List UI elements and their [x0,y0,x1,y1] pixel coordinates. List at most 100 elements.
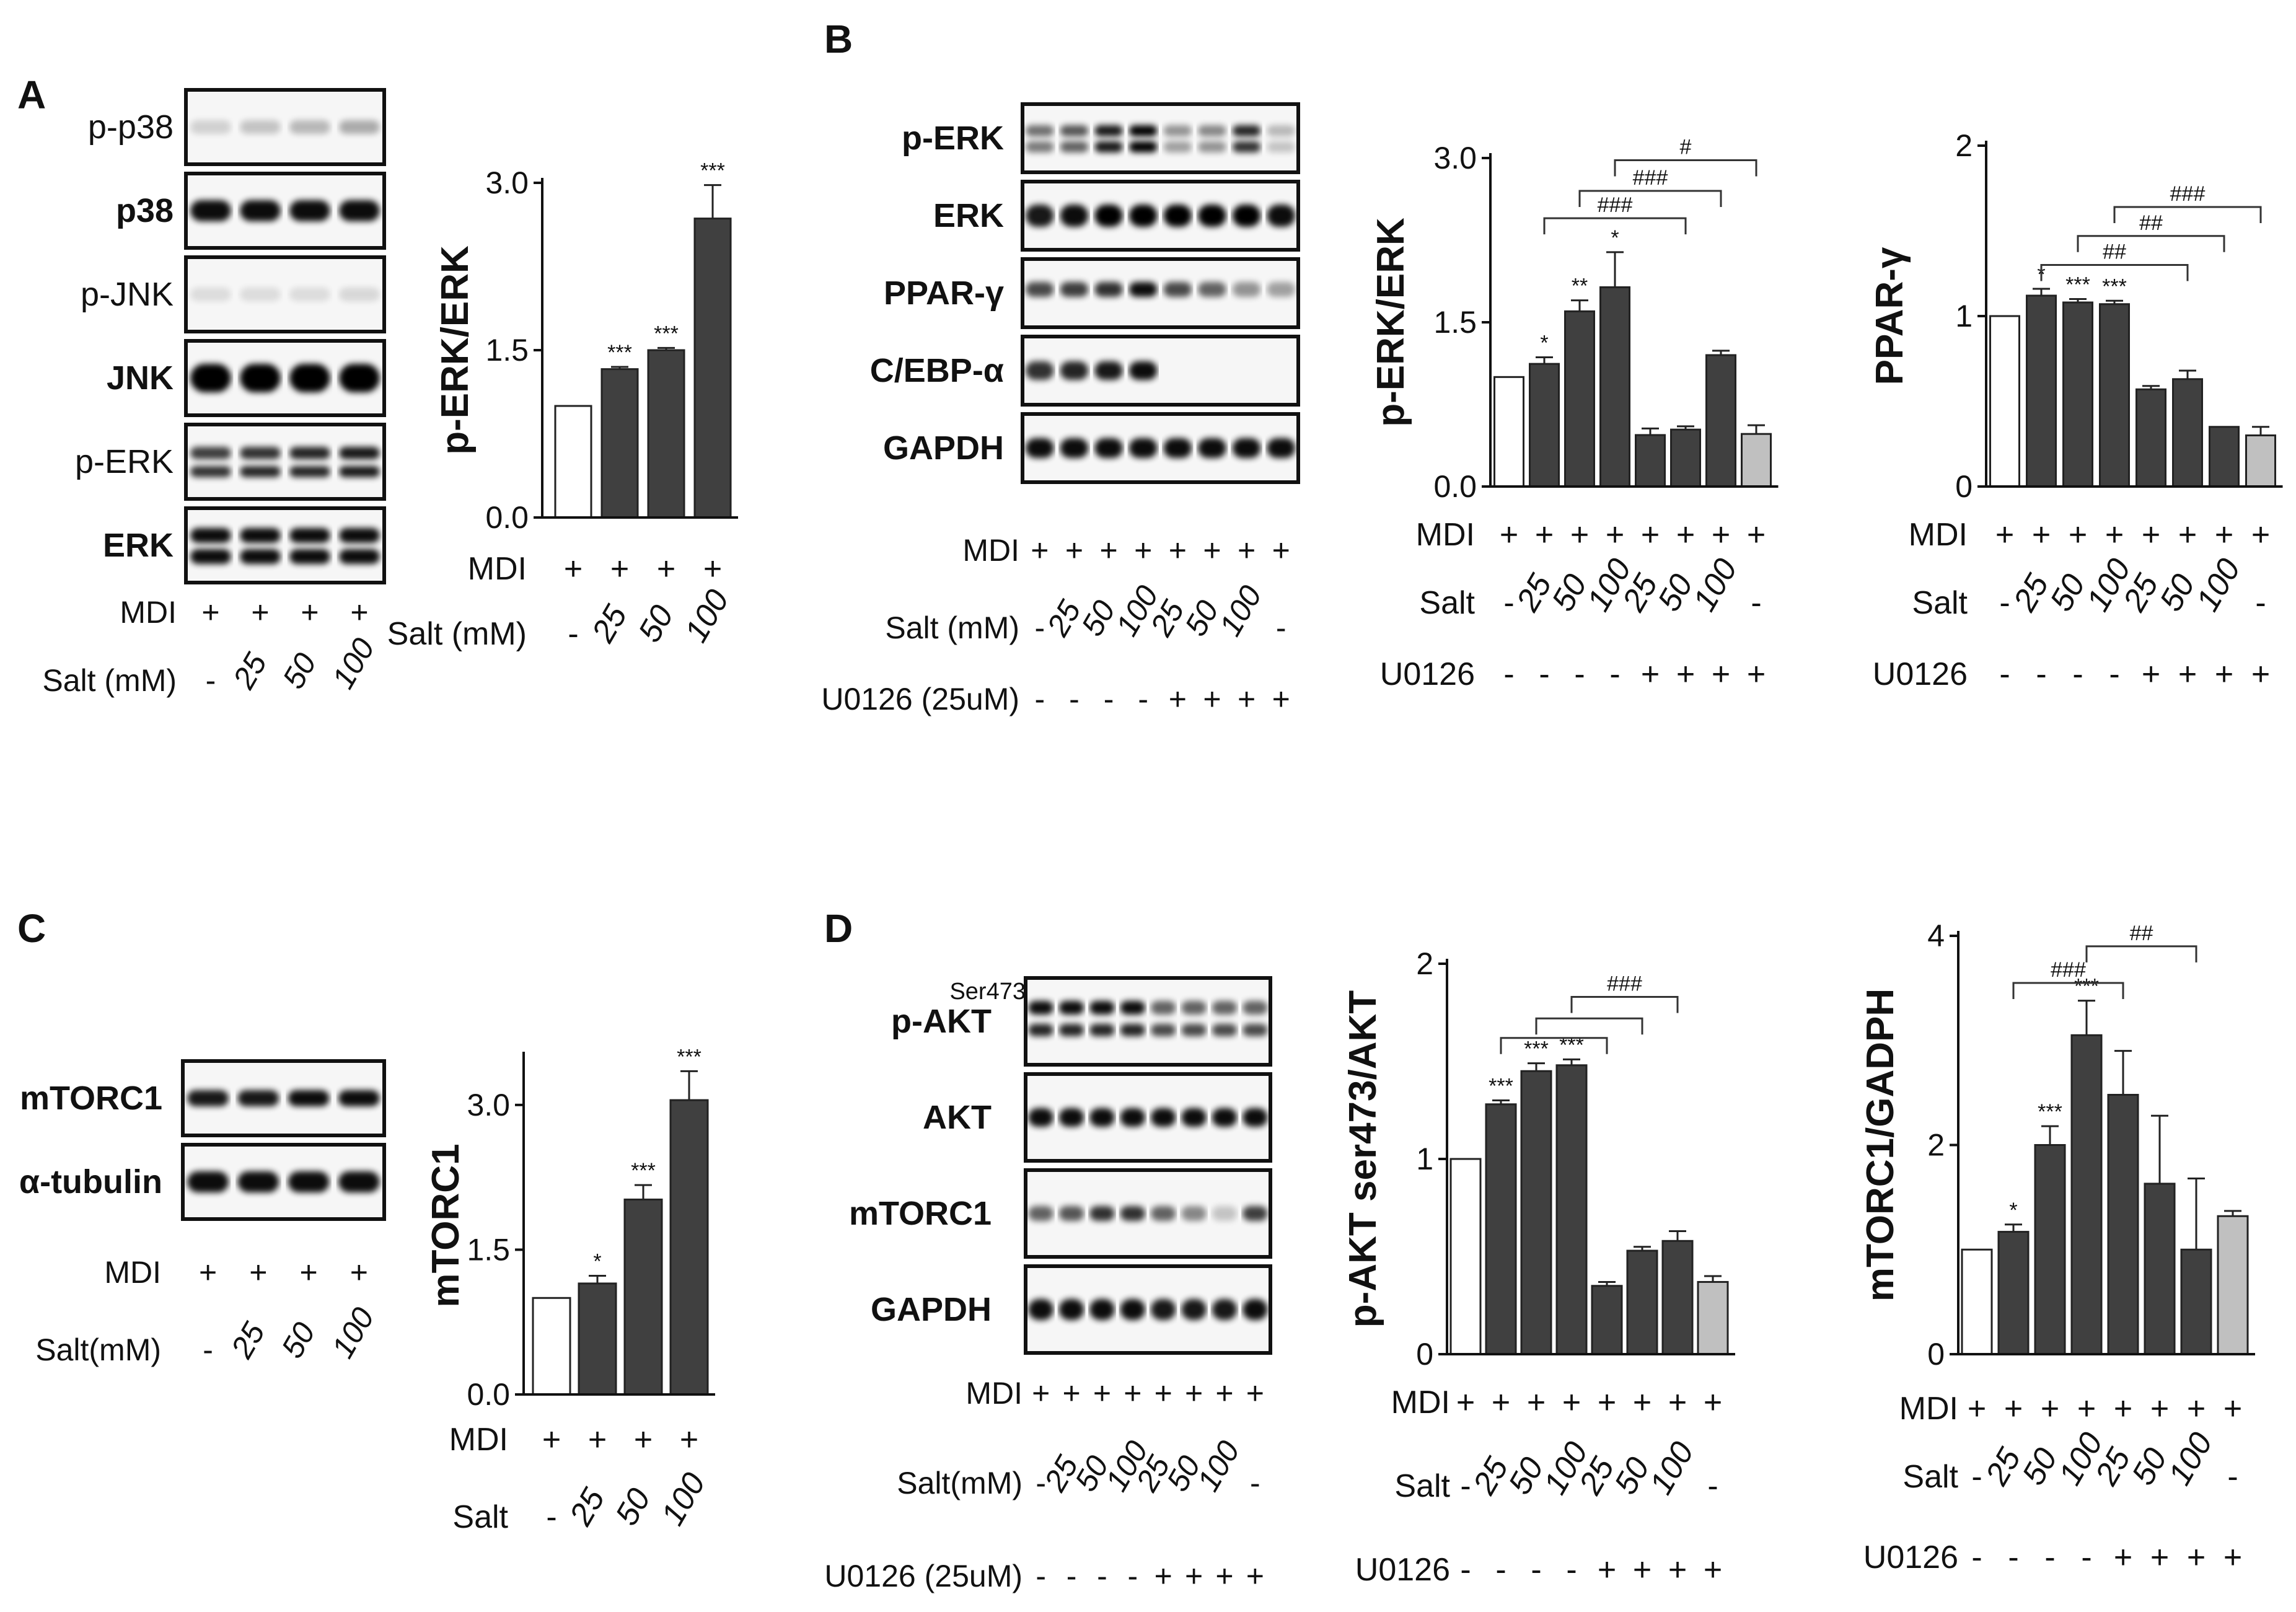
condition-value: - [2008,1539,2018,1575]
y-tick-label: 1 [1416,1142,1433,1176]
condition-value: + [2114,1391,2132,1427]
bar [2034,1144,2066,1355]
panel-label-b: B [824,17,853,61]
y-axis-title: p-ERK/ERK [1370,218,1412,427]
bar [1599,286,1630,488]
condition-value: + [1535,517,1554,553]
y-tick-label: 4 [1927,918,1945,953]
condition-value: + [1527,1385,1546,1420]
blot-band [1028,1024,1053,1036]
condition-value: - [1495,1552,1506,1588]
condition-value: - [1566,1552,1577,1588]
blot-band [289,200,330,221]
condition-label-salt: Salt [1912,585,1968,621]
bar [623,1198,663,1396]
blot-band [1163,205,1192,227]
panel-label-d: D [824,906,853,951]
bar [1564,310,1595,488]
blot-band [289,447,330,459]
blot-band [1026,141,1054,152]
y-tick-label: 1.5 [467,1232,510,1267]
blot-band [1181,1001,1207,1015]
comparison-bracket [2077,235,2225,252]
blot-band [1267,282,1295,297]
condition-value: + [1093,1376,1111,1411]
significance-marker: *** [2065,273,2090,297]
bar [1697,1280,1729,1355]
condition-value: + [2142,517,2160,553]
blot-band [1128,282,1158,297]
blot-band [240,364,281,392]
blot-band [1094,125,1123,136]
condition-value: - [1460,1468,1471,1504]
y-tick-label: 2 [1927,1128,1945,1163]
condition-value: + [1134,533,1152,568]
blot-band [1198,141,1226,152]
blot-band [190,120,231,134]
condition-value: - [1971,1539,1982,1575]
comparison-marker: ### [1633,166,1668,190]
bar [1591,1285,1623,1355]
blot-band [1026,361,1054,380]
blot-band [1267,125,1295,136]
condition-label-mdi: MDI [1391,1385,1450,1420]
y-tick-label: 0.0 [1433,469,1477,504]
y-tick-label: 3.0 [1433,141,1477,175]
condition-label-u0126-25um: U0126 (25uM) [821,682,1019,716]
comparison-bracket [1578,190,1722,207]
blot-band [1212,1206,1238,1221]
blot-band [1163,438,1192,458]
comparison-bracket [2085,945,2197,962]
blot-strip [1024,976,1272,1067]
condition-value: 25 [563,1482,612,1532]
blot-band [1120,1108,1146,1127]
blot-band [289,288,330,301]
bar [1520,1070,1552,1355]
condition-value: + [199,1255,217,1290]
blot-band [339,549,380,564]
condition-value: + [2041,1391,2059,1427]
bar [1670,428,1701,488]
significance-marker: *** [654,322,679,345]
comparison-marker: ## [2103,240,2126,264]
blot-band [1094,141,1123,152]
significance-marker: * [1611,226,1619,250]
condition-value: 50 [609,1482,658,1531]
significance-marker: ** [1572,275,1588,298]
condition-value: - [1138,682,1148,716]
y-axis-title: p-AKT ser473/AKT [1342,990,1384,1328]
condition-label-mdi: MDI [1909,517,1968,553]
condition-value: - [1999,585,2010,621]
blot-band [1232,438,1261,458]
blot-band [1026,125,1054,136]
bar [2180,1248,2212,1355]
condition-label-salt: Salt [1419,585,1475,621]
y-axis-title: p-ERK/ERK [434,245,477,455]
bar [2026,294,2057,488]
blot-band [1060,361,1089,380]
condition-value: 100 [2189,553,2248,617]
blot-group-a: p-p38 p38 p-JNK JNK p-ERK ERK MDI + + + + Salt (mM)… [42,88,386,698]
blot-strip [184,506,386,584]
blot-band [289,120,330,134]
condition-value: + [1968,1391,1986,1427]
blot-band [1060,141,1089,152]
blot-band [1028,1108,1053,1127]
panel-label-a: A [17,73,46,117]
bar [1961,1248,1993,1355]
blot-band [190,200,231,221]
blot-label-akt: AKT [923,1099,992,1136]
blot-band [187,1171,229,1192]
condition-value: + [2004,1391,2023,1427]
condition-label-salt: Salt [1902,1459,1958,1495]
condition-value: + [1272,533,1290,568]
condition-value: + [1598,1385,1616,1420]
condition-value: + [1155,1376,1172,1411]
significance-marker: *** [2102,275,2127,298]
significance-marker: * [1540,332,1548,355]
y-tick-label: 2 [1416,946,1433,981]
blot-band [289,549,330,564]
bar [554,405,592,519]
blot-band [237,1171,279,1192]
